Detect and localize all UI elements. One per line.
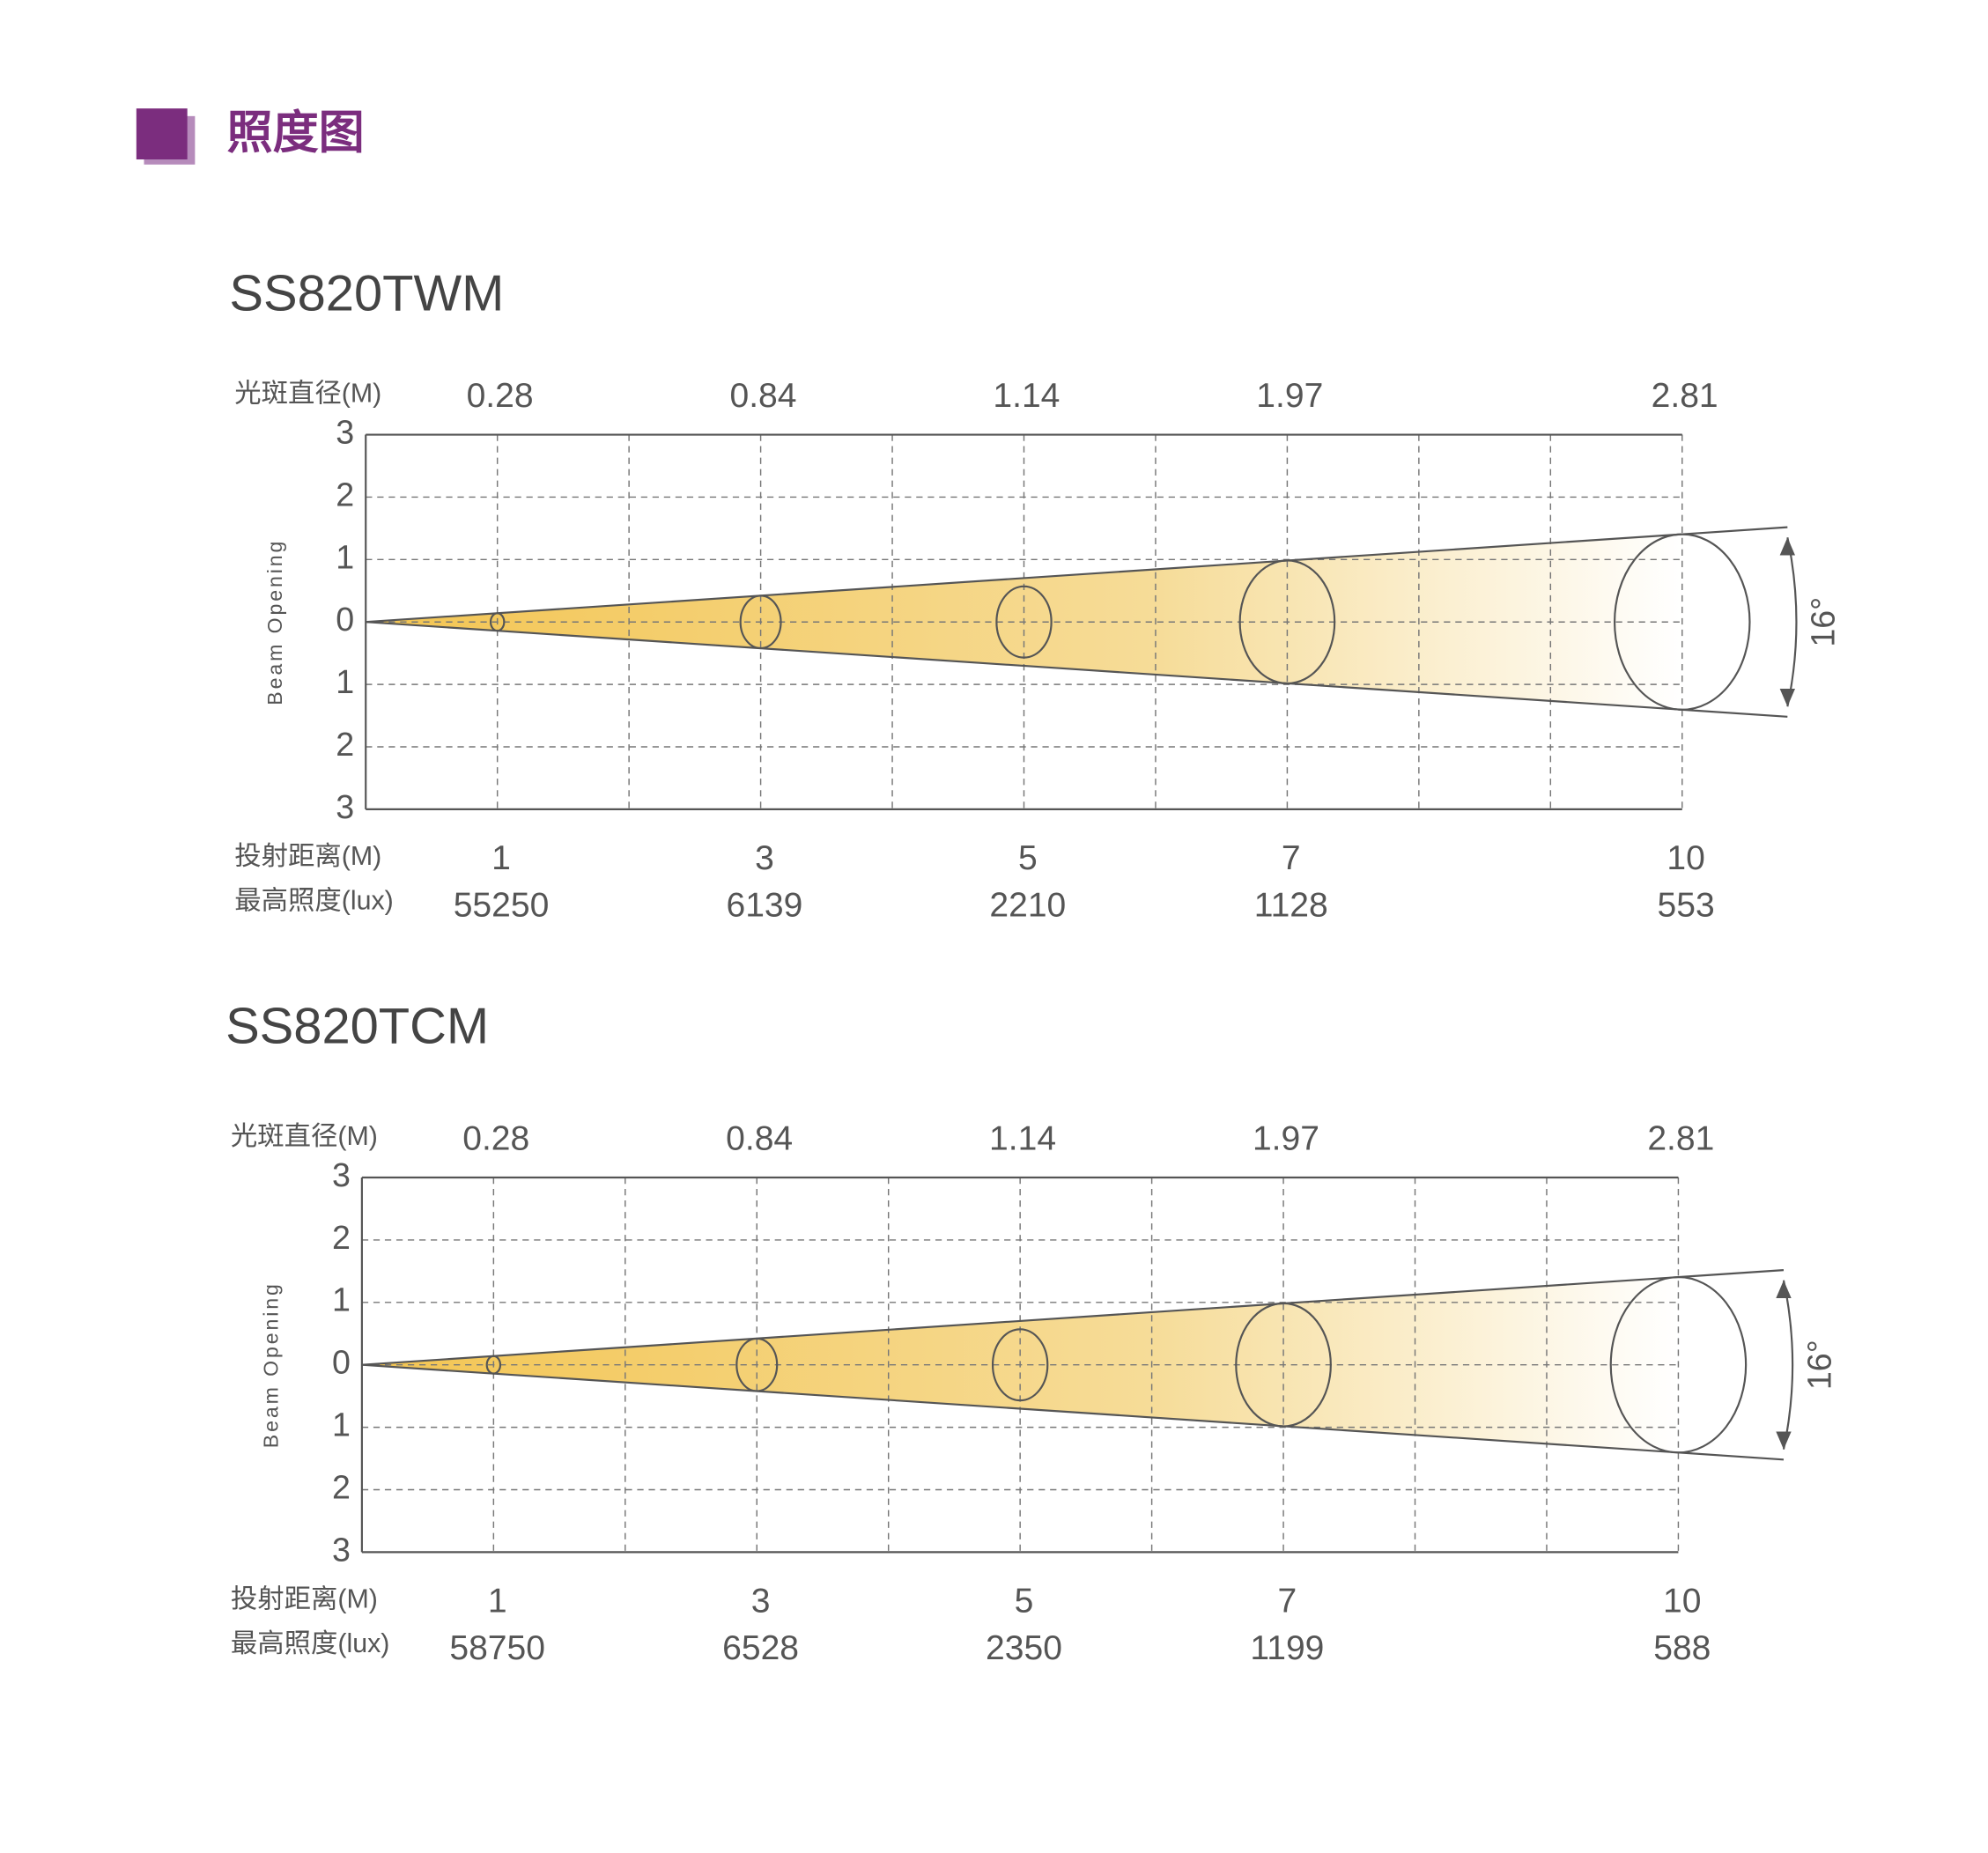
angle-arrow-top xyxy=(1779,537,1796,556)
lux-value: 588 xyxy=(1653,1629,1711,1667)
header-icon xyxy=(136,108,188,160)
beam-spot xyxy=(739,594,782,650)
beam-spot xyxy=(1235,1302,1332,1428)
y-tick-label: 2 xyxy=(332,1468,351,1505)
y-tick-label: 2 xyxy=(332,1219,351,1256)
y-tick-label: 2 xyxy=(336,726,354,763)
lux-value: 553 xyxy=(1658,887,1715,925)
distance-value: 1 xyxy=(488,1583,507,1620)
angle-arrow-top xyxy=(1776,1280,1792,1298)
diameter-value: 1.14 xyxy=(993,377,1060,415)
beam-edge-bottom xyxy=(361,1363,1785,1461)
diameter-value: 0.28 xyxy=(462,1119,529,1157)
beam-spot xyxy=(991,1328,1049,1402)
chart-title: SS820TWM xyxy=(229,266,504,322)
distance-value: 3 xyxy=(751,1583,771,1620)
distance-value: 10 xyxy=(1667,839,1704,877)
lux-value: 1199 xyxy=(1250,1629,1324,1667)
beam-spot xyxy=(1613,533,1751,711)
angle-arc xyxy=(1786,536,1798,707)
distance-value: 5 xyxy=(1015,1583,1034,1620)
y-tick-label: 1 xyxy=(336,663,354,700)
lux-value: 2210 xyxy=(989,887,1066,925)
lux-value: 58750 xyxy=(449,1629,545,1667)
beam-edge-top xyxy=(366,526,1788,624)
diameter-value: 0.84 xyxy=(726,1119,793,1157)
distance-value: 10 xyxy=(1663,1583,1701,1620)
beam-spot xyxy=(995,585,1053,659)
diameter-value: 2.81 xyxy=(1652,377,1718,415)
angle-arrow-bottom xyxy=(1776,1431,1792,1450)
beam-chart: SS820TCM 光斑直径(M) 投射距离(M) 最高照度(lux) Beam Open… xyxy=(225,998,1837,1667)
chart-title: SS820TCM xyxy=(225,998,489,1054)
distance-label: 投射距离(M) xyxy=(234,841,381,871)
y-tick-label: 3 xyxy=(336,788,354,825)
distance-label: 投射距离(M) xyxy=(231,1584,378,1613)
y-tick-label: 3 xyxy=(332,1156,351,1193)
beam-spot xyxy=(1609,1276,1748,1454)
diameter-label: 光斑直径(M) xyxy=(234,379,381,409)
angle-label: 16° xyxy=(1805,597,1842,647)
lux-label: 最高照度(lux) xyxy=(234,886,394,916)
lux-value: 2350 xyxy=(986,1629,1062,1667)
lux-value: 1128 xyxy=(1254,887,1328,925)
y-axis-label: Beam Opening xyxy=(263,539,286,705)
y-tick-label: 3 xyxy=(332,1531,351,1568)
distance-value: 7 xyxy=(1282,839,1301,877)
beam-edge-top xyxy=(361,1269,1785,1366)
lux-label: 最高照度(lux) xyxy=(231,1628,390,1658)
diameter-value: 2.81 xyxy=(1647,1119,1714,1157)
y-tick-label: 3 xyxy=(336,413,354,450)
distance-value: 5 xyxy=(1018,839,1038,877)
beam-spot xyxy=(1238,559,1336,685)
lux-value: 55250 xyxy=(454,887,550,925)
beam-spot xyxy=(485,1355,502,1375)
y-tick-label: 1 xyxy=(336,538,354,575)
y-tick-label: 0 xyxy=(336,601,354,638)
lux-value: 6528 xyxy=(722,1629,799,1667)
distance-value: 1 xyxy=(491,839,511,877)
lux-value: 6139 xyxy=(726,887,802,925)
beam-spot xyxy=(489,612,506,632)
distance-value: 7 xyxy=(1278,1583,1297,1620)
diameter-value: 0.28 xyxy=(467,377,534,415)
beam-chart: SS820TWM 光斑直径(M) 投射距离(M) 最高照度(lux) Beam Open… xyxy=(229,266,1841,925)
diameter-value: 1.14 xyxy=(989,1119,1056,1157)
header-title: 照度图 xyxy=(227,108,365,159)
beam-edge-bottom xyxy=(366,621,1788,718)
distance-value: 3 xyxy=(755,839,774,877)
diameter-label: 光斑直径(M) xyxy=(231,1121,378,1151)
y-tick-label: 2 xyxy=(336,476,354,513)
diameter-value: 1.97 xyxy=(1253,1119,1319,1157)
beam-spot xyxy=(735,1337,779,1392)
y-axis-label: Beam Opening xyxy=(260,1281,283,1448)
diameter-value: 0.84 xyxy=(729,377,796,415)
angle-arc xyxy=(1782,1280,1794,1450)
angle-label: 16° xyxy=(1800,1340,1837,1390)
y-tick-label: 0 xyxy=(332,1344,351,1381)
angle-arrow-bottom xyxy=(1779,688,1796,707)
diameter-value: 1.97 xyxy=(1256,377,1323,415)
y-tick-label: 1 xyxy=(332,1406,351,1443)
y-tick-label: 1 xyxy=(332,1281,351,1318)
